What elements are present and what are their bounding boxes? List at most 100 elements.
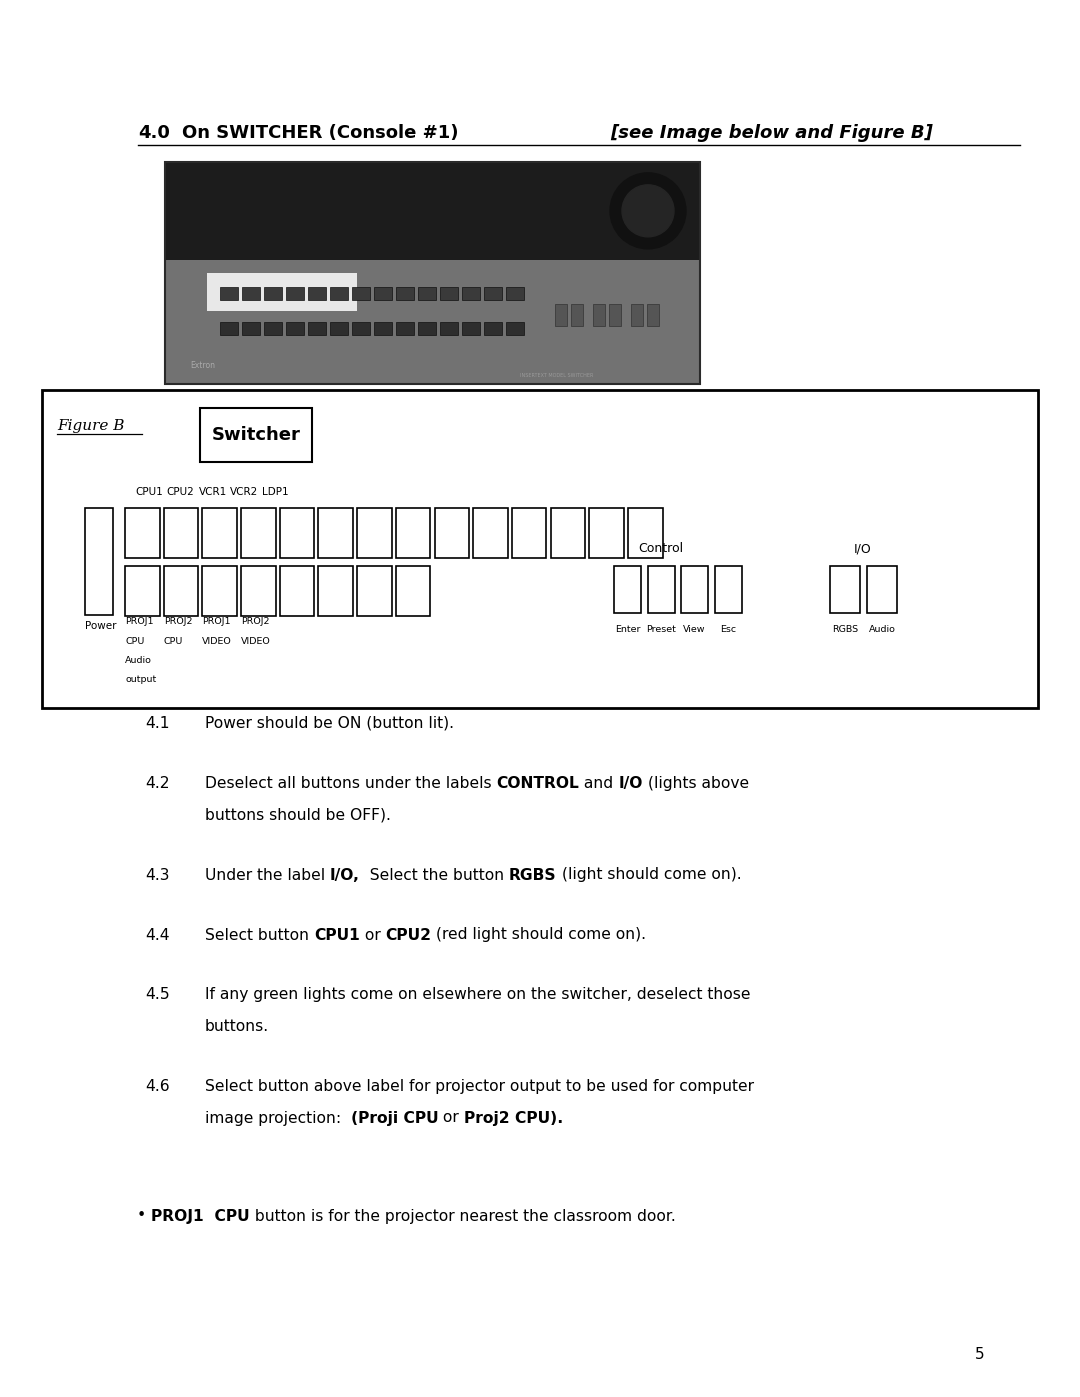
- Bar: [125, 566, 160, 616]
- Bar: [242, 323, 260, 335]
- Bar: [242, 286, 260, 299]
- Bar: [220, 323, 238, 335]
- Text: LDP1: LDP1: [262, 488, 288, 497]
- Bar: [590, 509, 624, 557]
- Text: button is for the projector nearest the classroom door.: button is for the projector nearest the …: [249, 1208, 675, 1224]
- Bar: [280, 566, 314, 616]
- Text: CPU1: CPU1: [314, 928, 360, 943]
- Text: output: output: [125, 676, 157, 685]
- Bar: [357, 509, 392, 557]
- Text: VCR2: VCR2: [230, 488, 258, 497]
- Bar: [609, 305, 621, 327]
- Text: RGBS: RGBS: [832, 624, 859, 634]
- Text: 4.5: 4.5: [145, 988, 170, 1003]
- Text: PROJ1  CPU: PROJ1 CPU: [151, 1208, 249, 1224]
- Text: INSERTEXT MODEL SWITCHER: INSERTEXT MODEL SWITCHER: [519, 373, 593, 379]
- Text: Audio: Audio: [125, 657, 152, 665]
- Bar: [330, 323, 348, 335]
- Bar: [352, 323, 370, 335]
- Text: (Proji CPU: (Proji CPU: [351, 1111, 438, 1126]
- Bar: [165, 260, 700, 384]
- Bar: [418, 286, 436, 299]
- Text: or: or: [438, 1111, 464, 1126]
- Text: 4.1: 4.1: [145, 717, 170, 731]
- Bar: [352, 286, 370, 299]
- Text: CPU: CPU: [164, 637, 184, 645]
- Bar: [396, 566, 431, 616]
- Bar: [462, 323, 480, 335]
- Bar: [308, 323, 326, 335]
- Text: Figure B: Figure B: [57, 419, 124, 433]
- Text: CPU: CPU: [125, 637, 145, 645]
- Text: CONTROL: CONTROL: [497, 775, 579, 791]
- Text: I/O: I/O: [854, 542, 872, 555]
- Text: buttons should be OFF).: buttons should be OFF).: [205, 807, 391, 823]
- Bar: [512, 509, 546, 557]
- Bar: [396, 323, 414, 335]
- Text: Proj2 CPU).: Proj2 CPU).: [464, 1111, 564, 1126]
- Bar: [555, 305, 567, 327]
- Text: Control: Control: [638, 542, 684, 555]
- Text: Under the label: Under the label: [205, 868, 330, 883]
- Text: Audio: Audio: [868, 624, 895, 634]
- Bar: [551, 509, 585, 557]
- Text: Extron: Extron: [190, 362, 215, 370]
- Bar: [648, 566, 675, 613]
- Text: •: •: [137, 1208, 151, 1224]
- Text: Power should be ON (button lit).: Power should be ON (button lit).: [205, 717, 454, 731]
- Text: (red light should come on).: (red light should come on).: [431, 928, 646, 943]
- Bar: [374, 286, 392, 299]
- Text: CPU2: CPU2: [166, 488, 193, 497]
- Bar: [280, 509, 314, 557]
- Text: PROJ1: PROJ1: [125, 617, 153, 626]
- Text: On SWITCHER (Console #1): On SWITCHER (Console #1): [183, 124, 464, 142]
- Text: 4.6: 4.6: [145, 1078, 170, 1094]
- Text: 4.3: 4.3: [145, 868, 170, 883]
- Bar: [374, 323, 392, 335]
- Bar: [164, 509, 199, 557]
- Bar: [85, 509, 113, 615]
- Text: Select button above label for projector output to be used for computer: Select button above label for projector …: [205, 1078, 754, 1094]
- Text: (lights above: (lights above: [643, 775, 748, 791]
- Bar: [629, 509, 663, 557]
- Text: Select button: Select button: [205, 928, 314, 943]
- Bar: [867, 566, 897, 613]
- Bar: [264, 323, 282, 335]
- Text: Switcher: Switcher: [212, 426, 300, 444]
- Text: and: and: [579, 775, 618, 791]
- Text: 5: 5: [975, 1347, 985, 1362]
- Bar: [286, 286, 303, 299]
- Text: VIDEO: VIDEO: [241, 637, 271, 645]
- Text: Preset: Preset: [646, 624, 676, 634]
- Bar: [715, 566, 742, 613]
- Bar: [396, 509, 431, 557]
- Bar: [615, 566, 642, 613]
- Text: Esc: Esc: [720, 624, 737, 634]
- Text: (light should come on).: (light should come on).: [556, 868, 741, 883]
- Bar: [202, 509, 237, 557]
- Bar: [165, 162, 700, 260]
- Bar: [357, 566, 392, 616]
- Bar: [125, 509, 160, 557]
- Text: 4.2: 4.2: [145, 775, 170, 791]
- Text: Select the button: Select the button: [360, 868, 509, 883]
- Bar: [164, 566, 199, 616]
- Bar: [241, 566, 275, 616]
- Text: Deselect all buttons under the labels: Deselect all buttons under the labels: [205, 775, 497, 791]
- Text: Power: Power: [85, 622, 117, 631]
- Text: PROJ2: PROJ2: [241, 617, 270, 626]
- Text: VCR1: VCR1: [199, 488, 227, 497]
- Bar: [831, 566, 860, 613]
- Bar: [165, 162, 700, 384]
- Circle shape: [622, 184, 674, 237]
- Text: If any green lights come on elsewhere on the switcher, deselect those: If any green lights come on elsewhere on…: [205, 988, 751, 1003]
- Bar: [507, 323, 524, 335]
- Bar: [200, 408, 312, 462]
- Bar: [396, 286, 414, 299]
- Text: VIDEO: VIDEO: [202, 637, 232, 645]
- Bar: [319, 566, 353, 616]
- Text: Enter: Enter: [615, 624, 640, 634]
- Bar: [440, 323, 458, 335]
- Bar: [319, 509, 353, 557]
- Bar: [207, 272, 357, 310]
